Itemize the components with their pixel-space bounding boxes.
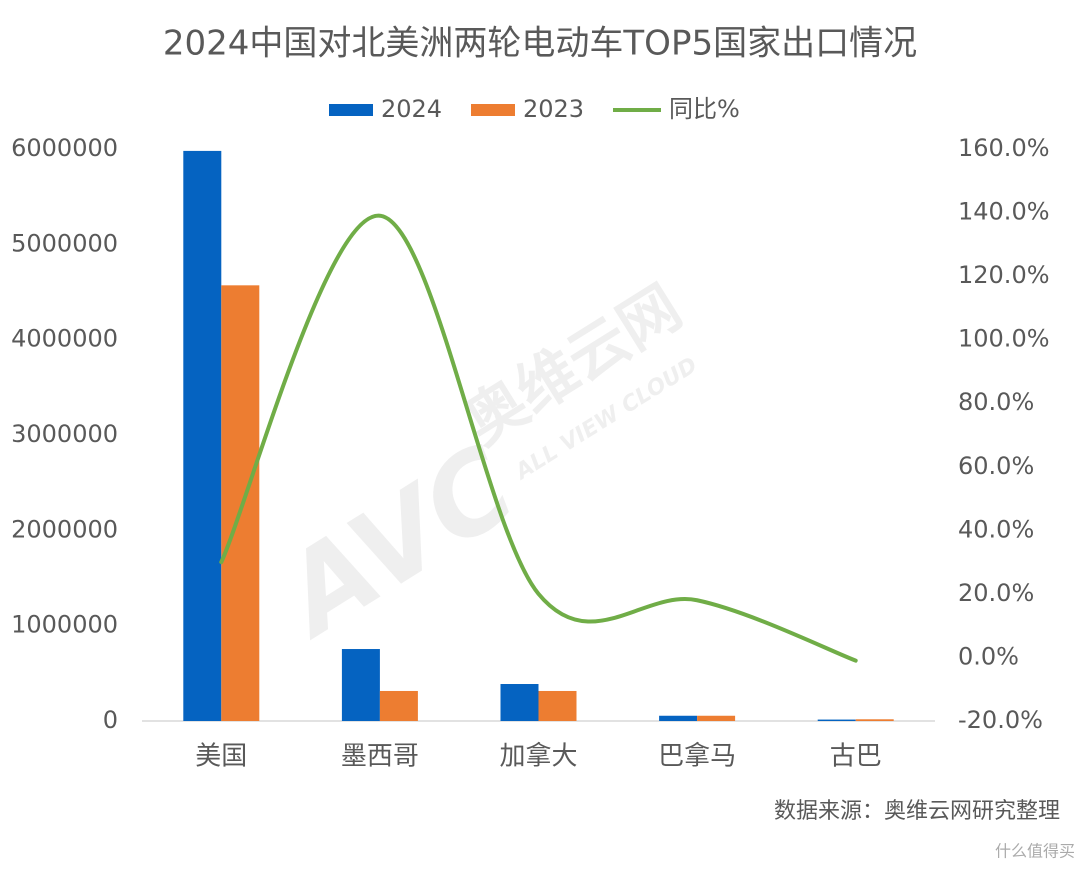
bar <box>855 719 894 721</box>
y2-tick-label: 120.0% <box>958 261 1050 289</box>
y-tick-label: 6000000 <box>11 134 118 162</box>
y2-tick-label: 60.0% <box>958 452 1034 480</box>
y-tick-label: 1000000 <box>11 611 118 639</box>
x-tick-label: 巴拿马 <box>658 742 736 772</box>
y-tick-label: 2000000 <box>11 515 118 543</box>
y-tick-label: 0 <box>103 706 118 734</box>
legend-label: 同比% <box>669 95 740 123</box>
chart-title: 2024中国对北美洲两轮电动车TOP5国家出口情况 <box>163 24 917 64</box>
x-tick-label: 墨西哥 <box>341 742 419 772</box>
bar <box>500 684 539 721</box>
corner-mark: 什么值得买 <box>995 842 1075 861</box>
y-tick-label: 3000000 <box>11 420 118 448</box>
x-tick-label: 加拿大 <box>499 742 577 772</box>
legend-label: 2024 <box>381 95 442 123</box>
bar <box>817 719 856 721</box>
line-series <box>219 213 858 663</box>
y2-tick-label: 100.0% <box>958 325 1050 353</box>
y2-tick-label: 80.0% <box>958 388 1034 416</box>
x-tick-label: 古巴 <box>830 742 882 772</box>
y2-tick-label: -20.0% <box>958 706 1043 734</box>
y2-tick-label: 20.0% <box>958 579 1034 607</box>
bar <box>379 690 418 721</box>
legend-swatch <box>471 104 515 116</box>
bar <box>659 715 698 721</box>
y-tick-label: 4000000 <box>11 325 118 353</box>
x-tick-label: 美国 <box>195 742 247 772</box>
bar <box>697 715 736 721</box>
bar <box>183 150 222 721</box>
bar <box>221 285 260 721</box>
bar <box>341 649 380 721</box>
legend-label: 2023 <box>523 95 584 123</box>
source-note: 数据来源：奥维云网研究整理 <box>774 799 1060 824</box>
y2-tick-label: 160.0% <box>958 134 1050 162</box>
y-tick-label: 5000000 <box>11 229 118 257</box>
bar <box>538 690 577 721</box>
y2-tick-label: 40.0% <box>958 515 1034 543</box>
legend-swatch <box>329 104 373 116</box>
y2-tick-label: 140.0% <box>958 198 1050 226</box>
y2-tick-label: 0.0% <box>958 642 1019 670</box>
